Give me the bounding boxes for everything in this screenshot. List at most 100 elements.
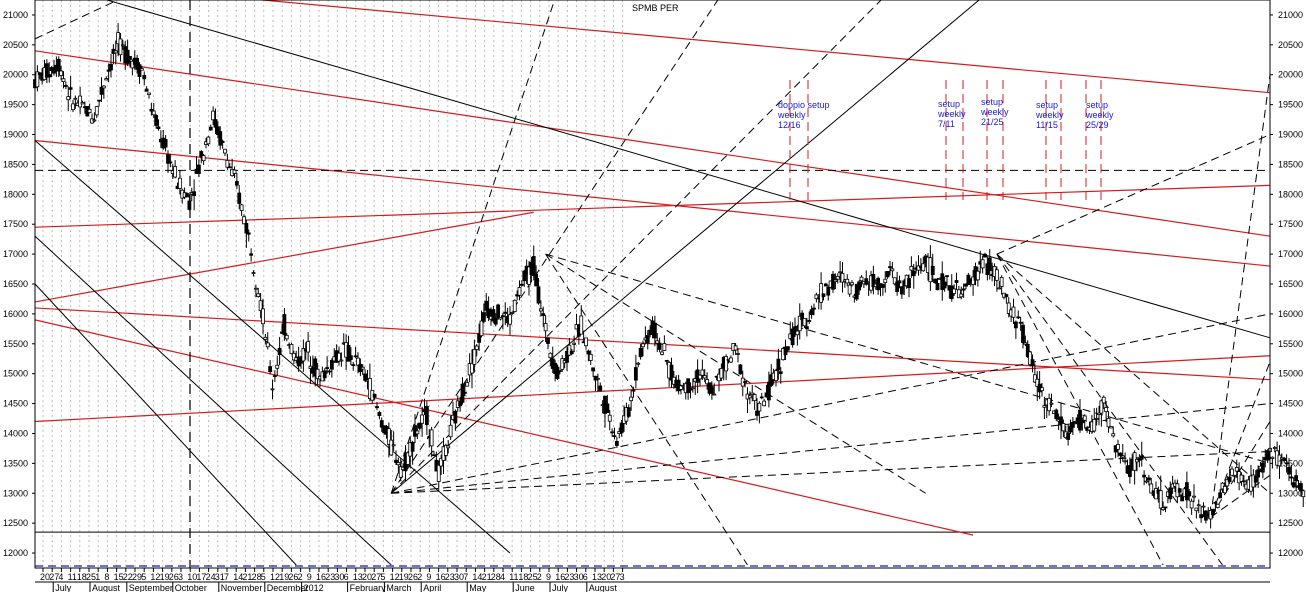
x-tick-label: 30 <box>574 572 584 582</box>
candle-body <box>500 315 505 318</box>
x-tick-label: 29 <box>132 572 142 582</box>
candle-body <box>857 281 862 291</box>
candle-body <box>883 278 888 283</box>
candle-body <box>1082 415 1087 421</box>
setup-annotation: setup <box>1086 100 1108 110</box>
x-tick-label: 23 <box>325 572 335 582</box>
x-tick-label: 27 <box>610 572 620 582</box>
x-tick-label: 5 <box>261 572 266 582</box>
candle-body <box>249 253 254 256</box>
x-tick-label: 24 <box>206 572 216 582</box>
y-tick-label-right: 12000 <box>1278 548 1303 558</box>
candle-body <box>690 387 695 390</box>
y-tick-label-right: 13000 <box>1278 488 1303 498</box>
candle-body <box>750 392 755 396</box>
candle-body <box>201 155 206 162</box>
candle-body <box>372 393 377 398</box>
candle-body <box>1032 374 1037 383</box>
candle-body <box>87 108 92 113</box>
x-tick-label: 6 <box>583 572 588 582</box>
candle-body <box>864 278 869 285</box>
candle-body <box>166 154 170 164</box>
candle-body <box>120 44 125 47</box>
candle-body <box>227 166 232 169</box>
candle-body <box>139 68 144 71</box>
candle-body <box>424 406 429 425</box>
candle-body <box>1070 422 1075 428</box>
dashed-fan-line <box>545 253 926 494</box>
candle-body <box>481 312 486 322</box>
candle-body <box>360 366 365 370</box>
candle-body <box>569 350 574 355</box>
candle-body <box>1049 402 1054 405</box>
candle-body <box>1094 417 1099 420</box>
candle-body <box>410 441 415 452</box>
candle-body <box>151 110 156 116</box>
setup-annotation: weekly <box>1035 110 1064 120</box>
candle-body <box>1120 455 1125 458</box>
candle-body <box>446 445 451 449</box>
y-tick-label-left: 12000 <box>3 548 28 558</box>
setup-annotation: 25/29 <box>1086 120 1109 130</box>
candle-body <box>534 273 539 287</box>
x-tick-label: 12 <box>270 572 280 582</box>
candle-body <box>291 352 296 361</box>
x-tick-label: 9 <box>307 572 312 582</box>
y-tick-label-right: 18000 <box>1278 189 1303 199</box>
candle-body <box>68 87 73 90</box>
candle-body <box>436 464 441 482</box>
y-tick-label-right: 14000 <box>1278 428 1303 438</box>
candle-body <box>498 317 503 320</box>
candle-body <box>325 367 330 369</box>
candle-body <box>812 307 816 310</box>
month-label: 2012 <box>304 583 324 592</box>
candle-body <box>1260 462 1265 473</box>
candle-body <box>308 365 313 370</box>
candle-body <box>44 63 49 78</box>
candle-body <box>462 391 467 394</box>
setup-annotation: 11/15 <box>1036 120 1058 130</box>
setup-annotation: 7/11 <box>938 119 955 129</box>
candle-body <box>560 358 565 370</box>
candle-body <box>588 353 593 361</box>
candle-body <box>92 119 97 122</box>
candle-body <box>432 454 436 457</box>
candle-body <box>538 308 543 312</box>
y-tick-label-left: 13500 <box>3 458 28 468</box>
candle-body <box>584 337 588 347</box>
candle-body <box>975 270 980 281</box>
trendline-layer <box>34 0 1271 568</box>
x-tick-label: 30 <box>334 572 344 582</box>
candle-body <box>733 345 738 351</box>
grid-layer <box>35 0 1270 568</box>
candle-body <box>1239 474 1244 482</box>
candle-body <box>477 333 482 343</box>
candle-body <box>802 318 807 327</box>
candle-body <box>261 308 265 325</box>
candle-body <box>510 312 515 314</box>
candle-body <box>1101 396 1106 404</box>
candle-body <box>519 283 524 286</box>
x-tick-label: 31 <box>215 572 225 582</box>
red-trendline <box>34 50 1271 237</box>
candle-body <box>1013 321 1018 329</box>
month-label: September <box>129 583 173 592</box>
dashed-fan-line <box>390 0 882 494</box>
x-tick-label: 18 <box>77 572 87 582</box>
candle-body <box>987 257 992 271</box>
x-tick-label: 1 <box>95 572 100 582</box>
candle-body <box>237 192 242 204</box>
candle-body <box>1018 321 1023 324</box>
candle-body <box>776 358 781 371</box>
candle-body <box>1180 494 1185 502</box>
candle-body <box>1021 324 1025 343</box>
candle-body <box>144 88 149 92</box>
candle-body <box>277 347 282 355</box>
candle-body <box>980 259 985 269</box>
x-tick-label: 7 <box>463 572 468 582</box>
x-tick-label: 26 <box>288 572 298 582</box>
candle-body <box>629 396 634 402</box>
candle-body <box>1298 483 1303 492</box>
candle-body <box>1196 504 1201 507</box>
